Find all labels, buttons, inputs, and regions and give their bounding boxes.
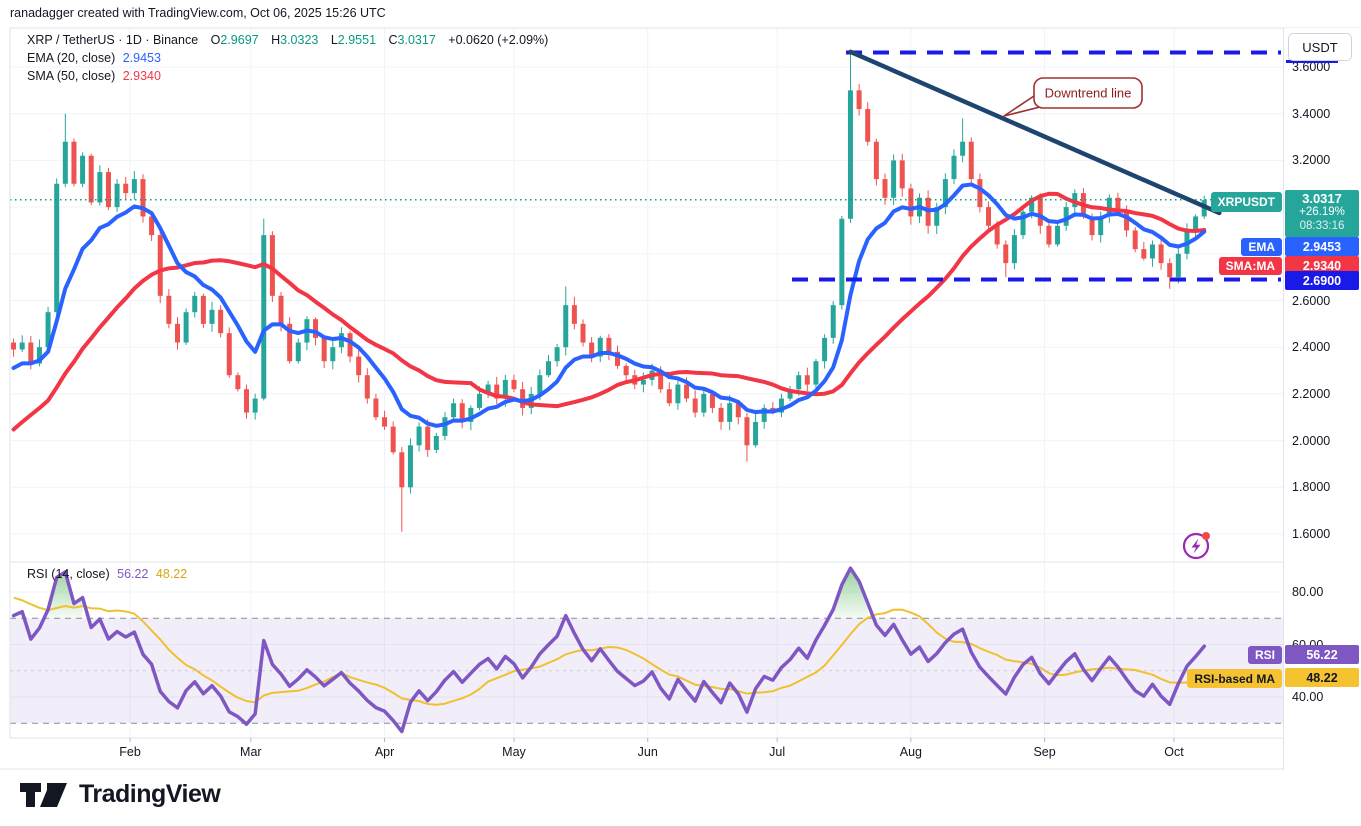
month-label: Apr (374, 745, 395, 759)
symbol-title: XRP / TetherUS · 1D · Binance (27, 33, 199, 47)
sma-price-label: 2.9340 (1285, 256, 1359, 275)
last-price: 3.0317 (1302, 191, 1342, 206)
ema-tag: EMA (1241, 238, 1282, 256)
change-percent: +26.19% (1299, 206, 1345, 219)
close-value: 3.0317 (397, 33, 436, 47)
sma-value: 2.9340 (122, 69, 161, 83)
month-label: Aug (899, 745, 922, 759)
rsi-ma-value-label: 48.22 (1285, 668, 1359, 687)
price-tick: 3.6000 (1292, 60, 1331, 74)
resistance-level-axis-mark (1286, 60, 1338, 63)
ema-price-label: 2.9453 (1285, 237, 1359, 256)
sma-label: SMA (50, close) (27, 69, 116, 83)
price-tick: 1.8000 (1292, 480, 1331, 495)
downtrend-line[interactable] (848, 49, 1222, 216)
rsi-tag: RSI (1247, 646, 1282, 664)
lightning-icon[interactable] (1182, 532, 1210, 560)
rsi-legend-row[interactable]: RSI (14, close) 56.22 48.22 (27, 567, 187, 581)
last-price-label: 3.0317 +26.19% 08:33:16 (1285, 190, 1359, 237)
pane-frames (0, 27, 1361, 770)
rsi-ma-value: 48.22 (155, 567, 188, 581)
rsi-tick: 80.00 (1292, 585, 1324, 599)
candlestick-series (11, 52, 1207, 532)
price-tick: 2.6000 (1292, 293, 1331, 308)
month-label: Jul (769, 745, 786, 759)
price-tick: 2.4000 (1292, 340, 1331, 355)
month-label: Mar (240, 745, 262, 759)
tradingview-logo-glyph (20, 782, 67, 807)
price-tick: 2.2000 (1292, 386, 1331, 401)
callout-text: Downtrend line (1045, 86, 1132, 101)
currency-button[interactable]: USDT (1288, 33, 1352, 61)
open-value: 2.9697 (220, 33, 259, 47)
moving-averages (11, 182, 1207, 432)
tradingview-logo-text: TradingView (79, 780, 221, 808)
symbol-legend-row[interactable]: XRP / TetherUS · 1D · Binance O2.9697 H3… (27, 33, 549, 47)
month-label: Sep (1033, 745, 1056, 759)
dashed-levels[interactable] (10, 50, 1283, 282)
rsi-value: 56.22 (117, 567, 149, 581)
rsi-label: RSI (14, close) (27, 567, 110, 581)
credit-line: ranadagger created with TradingView.com,… (10, 6, 386, 20)
high-value: 3.0323 (280, 33, 319, 47)
month-label: Oct (1164, 745, 1184, 759)
low-value: 2.9551 (337, 33, 377, 47)
tradingview-logo: TradingView (20, 780, 221, 809)
ema-label: EMA (20, close) (27, 51, 116, 65)
sma-tag: SMA:MA (1218, 257, 1282, 275)
price-tick: 2.0000 (1292, 433, 1331, 448)
month-label: Feb (119, 745, 141, 759)
rsi-series (11, 566, 1206, 734)
callout-box (1033, 77, 1143, 109)
price-tick: 1.6000 (1292, 527, 1331, 541)
downtrend-callout[interactable]: Downtrend line (1003, 77, 1143, 117)
month-label: Jun (637, 745, 658, 759)
rsi-ma-tag: RSI-based MA (1187, 669, 1282, 688)
support-level-label: 2.6900 (1285, 271, 1359, 290)
symbol-price-tag: XRPUSDT (1210, 192, 1282, 212)
change-value: +0.0620 (+2.09%) (448, 33, 549, 47)
ema-value: 2.9453 (122, 51, 161, 65)
price-tick: 3.2000 (1292, 153, 1331, 168)
price-tick: 3.4000 (1292, 106, 1331, 121)
bar-countdown: 08:33:16 (1299, 219, 1345, 232)
rsi-value-label: 56.22 (1285, 645, 1359, 664)
sma-legend-row[interactable]: SMA (50, close) 2.9340 (27, 69, 161, 83)
ema-legend-row[interactable]: EMA (20, close) 2.9453 (27, 51, 161, 65)
month-label: May (502, 745, 526, 759)
rsi-tick: 40.00 (1292, 690, 1324, 704)
notification-dot (1202, 532, 1210, 540)
rsi-band (10, 617, 1283, 724)
